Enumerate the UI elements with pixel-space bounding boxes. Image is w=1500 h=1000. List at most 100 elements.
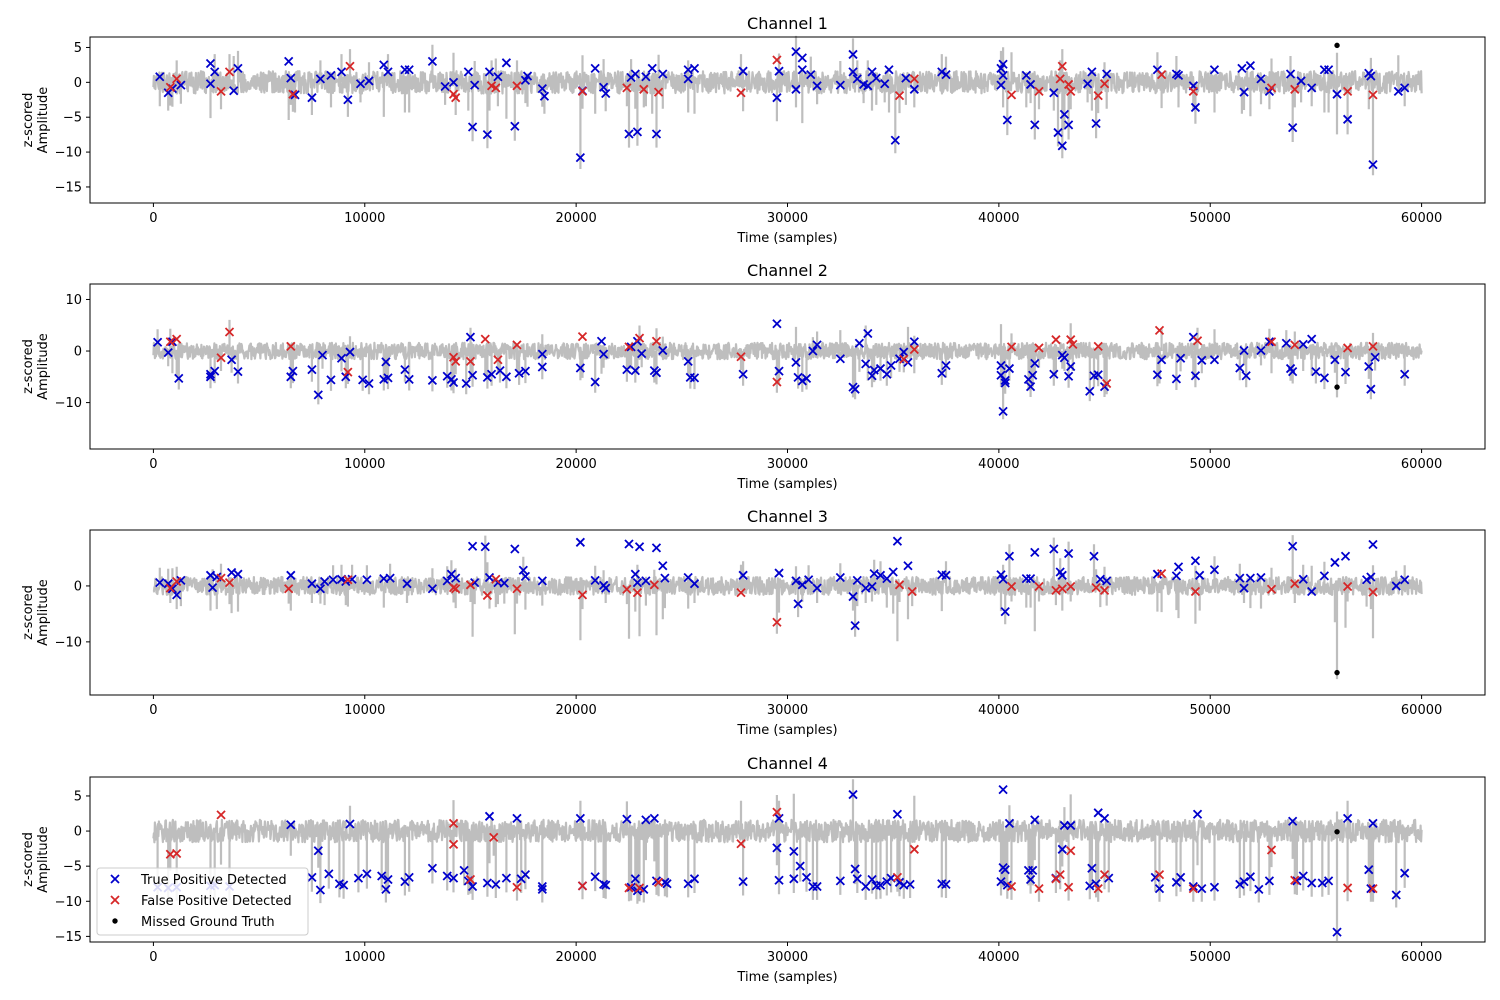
true-positive-marker [1317, 878, 1327, 888]
true-positive-marker [848, 789, 858, 800]
true-positive-marker [774, 366, 784, 376]
false-positive-marker [634, 883, 645, 893]
true-positive-marker [647, 63, 657, 74]
x-tick-label: 60000 [1401, 457, 1442, 472]
false-positive-marker [1156, 568, 1167, 579]
true-positive-marker [601, 583, 611, 593]
true-positive-marker [772, 843, 782, 853]
false-positive-marker [451, 584, 461, 594]
true-positive-marker [482, 130, 493, 140]
x-tick-label: 50000 [1190, 950, 1231, 965]
x-tick-label: 10000 [344, 211, 385, 226]
true-positive-marker [537, 881, 547, 892]
true-positive-marker [537, 349, 547, 359]
signal-trace [152, 535, 1423, 680]
x-tick-label: 30000 [767, 211, 808, 226]
false-positive-marker [1066, 335, 1076, 345]
y-tick-label: 5 [74, 41, 82, 56]
false-positive-marker [512, 81, 522, 91]
x-tick-label: 50000 [1190, 703, 1231, 718]
true-positive-marker [590, 872, 600, 882]
true-positive-marker [738, 876, 748, 887]
true-positive-marker [797, 580, 807, 590]
false-positive-marker [894, 580, 905, 590]
true-positive-marker [324, 869, 334, 879]
false-positive-marker [907, 586, 917, 597]
y-axis-label: z-scoredAmplitude [21, 579, 51, 646]
legend-box [96, 867, 309, 936]
true-positive-marker [317, 350, 328, 360]
true-positive-marker [626, 882, 636, 892]
true-positive-marker [358, 375, 368, 385]
true-positive-marker [1364, 865, 1374, 875]
true-positive-marker [683, 356, 693, 366]
true-positive-marker [364, 76, 374, 86]
false-positive-marker [1342, 883, 1353, 893]
true-positive-marker [1156, 355, 1167, 365]
missed-ground-truth-marker [1334, 42, 1340, 49]
true-positive-marker [402, 579, 412, 589]
false-positive-marker [451, 93, 461, 103]
true-positive-marker [383, 874, 393, 885]
false-positive-marker [639, 84, 649, 94]
true-positive-marker [1298, 871, 1308, 881]
x-tick-label: 60000 [1401, 703, 1442, 718]
false-positive-marker [653, 877, 664, 887]
true-positive-marker [1400, 868, 1410, 878]
true-positive-marker [867, 67, 877, 77]
true-positive-marker [1066, 820, 1076, 831]
true-positive-marker [1307, 83, 1317, 93]
true-positive-marker [1066, 361, 1076, 372]
true-positive-marker [520, 366, 531, 376]
true-positive-marker [1393, 86, 1403, 97]
false-positive-marker [1290, 875, 1300, 885]
false-positive-marker [512, 882, 522, 892]
y-axis-label-line2: Amplitude [36, 579, 51, 646]
true-positive-marker [463, 67, 473, 77]
true-positive-marker [1239, 876, 1249, 887]
true-positive-marker [850, 384, 860, 394]
false-positive-marker [1099, 869, 1110, 880]
true-positive-marker [1292, 876, 1302, 886]
x-tick-label: 30000 [767, 457, 808, 472]
true-positive-marker [286, 372, 296, 382]
y-axis-label-line1: z-scored [21, 585, 36, 640]
true-positive-marker [1093, 370, 1103, 380]
false-positive-marker [1068, 339, 1078, 349]
false-positive-marker [577, 331, 588, 342]
true-positive-marker [1000, 865, 1010, 875]
true-positive-marker [899, 347, 909, 357]
true-positive-marker [1245, 573, 1256, 583]
true-positive-marker [651, 368, 662, 378]
false-positive-marker [1063, 79, 1074, 90]
true-positive-marker [1298, 339, 1308, 349]
true-positive-marker [835, 876, 845, 886]
true-positive-marker [1209, 882, 1220, 892]
false-positive-marker [736, 88, 746, 98]
y-axis-label-line2: Amplitude [36, 333, 51, 400]
true-positive-marker [901, 73, 911, 83]
true-positive-marker [1025, 574, 1036, 584]
true-positive-marker [207, 582, 218, 593]
true-positive-marker [890, 135, 900, 145]
y-axis-label: z-scoredAmplitude [21, 333, 51, 400]
missed-ground-truth-marker [1334, 669, 1340, 676]
y-axis-label-line2: Amplitude [36, 826, 51, 893]
true-positive-marker [998, 59, 1008, 69]
x-tick-label: 60000 [1401, 211, 1442, 226]
true-positive-marker [575, 813, 586, 824]
false-positive-marker [512, 584, 522, 594]
y-tick-label: −10 [55, 146, 82, 161]
false-positive-marker [172, 74, 182, 84]
true-positive-marker [1366, 384, 1376, 394]
false-positive-marker [1266, 337, 1277, 347]
true-positive-marker [941, 879, 951, 890]
true-positive-marker [1400, 575, 1410, 585]
true-positive-marker [892, 536, 903, 546]
false-positive-marker [165, 337, 175, 347]
true-positive-marker [808, 346, 818, 356]
y-tick-label: 5 [74, 789, 82, 804]
false-positive-marker [1342, 343, 1353, 353]
true-positive-marker [1370, 352, 1380, 362]
true-positive-marker [440, 81, 450, 92]
